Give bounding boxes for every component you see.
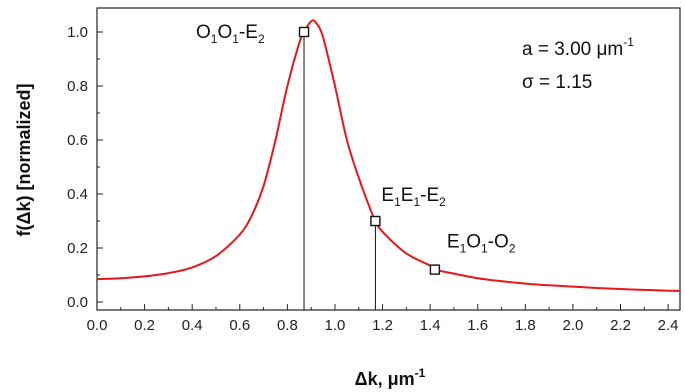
x-tick-label: 0.0 (87, 317, 108, 334)
marker-label: E1E1-E2 (381, 185, 446, 209)
marker-label-part: -E (239, 22, 258, 43)
x-axis-label: Δk, μm-1 (355, 366, 426, 389)
x-axis: 0.0 0.2 0.4 0.6 0.8 1.0 1.2 1.4 1.6 1.8 2.0 2.2 2.4 (87, 304, 679, 334)
marker-label-part: 1 (460, 242, 467, 256)
y-axis-label: f(Δk) [normalized] (14, 84, 34, 237)
y-tick-label: 0.2 (67, 240, 88, 257)
annotation-a-main: a = 3.00 μm (522, 39, 623, 60)
y-tick-label: 0.8 (67, 78, 88, 95)
x-tick-label: 2.2 (610, 317, 631, 334)
marker-label-part: 2 (258, 32, 265, 46)
y-axis: 0.0 0.2 0.4 0.6 0.8 1.0 (67, 24, 103, 311)
marker-label-part: E (381, 185, 394, 206)
marker-label-part: 1 (413, 195, 420, 209)
x-tick-label: 1.4 (420, 317, 441, 334)
y-tick-label: 0.0 (67, 294, 88, 311)
marker-label-part: 1 (394, 195, 401, 209)
y-tick-label: 0.6 (67, 132, 88, 149)
marker-label-part: 1 (211, 32, 218, 46)
annotation-a-sup: -1 (623, 35, 634, 49)
x-tick-label: 0.8 (277, 317, 298, 334)
marker-label-part: O (466, 232, 481, 253)
marker-label-part: 1 (232, 32, 239, 46)
marker-label-part: 2 (509, 242, 516, 256)
series-line (96, 19, 681, 292)
marker-label-part: -O (488, 232, 509, 253)
marker-label: O1O1-E2 (196, 22, 265, 46)
marker-label-part: 1 (481, 242, 488, 256)
plot-frame (96, 7, 681, 311)
x-tick-label: 0.4 (182, 317, 203, 334)
x-tick-label: 1.0 (325, 317, 346, 334)
drop-lines (303, 36, 376, 310)
x-axis-label-sup: -1 (415, 366, 426, 380)
y-tick-label: 1.0 (67, 24, 88, 41)
x-tick-label: 1.2 (372, 317, 393, 334)
x-tick-label: 1.6 (467, 317, 488, 334)
data-marker (429, 264, 441, 275)
data-marker (370, 215, 381, 227)
x-tick-label: 2.0 (562, 317, 583, 334)
marker-label-part: -E (420, 185, 439, 206)
x-tick-label: 2.4 (658, 317, 679, 334)
data-marker (298, 26, 310, 38)
x-tick-label: 0.6 (229, 317, 250, 334)
marker-label: E1O1-O2 (447, 232, 516, 256)
marker-label-part: E (401, 185, 414, 206)
annotation-sigma: σ = 1.15 (522, 72, 592, 93)
x-tick-label: 0.2 (134, 317, 155, 334)
x-axis-label-main: Δk, μm (355, 369, 415, 389)
x-tick-label: 1.8 (515, 317, 536, 334)
marker-label-part: O (196, 22, 211, 43)
marker-label-part: E (447, 232, 460, 253)
y-tick-label: 0.4 (67, 186, 88, 203)
marker-label-part: 2 (439, 195, 446, 209)
annotation-a: a = 3.00 μm-1 (522, 35, 634, 60)
marker-label-part: O (217, 22, 232, 43)
markers (298, 26, 441, 275)
